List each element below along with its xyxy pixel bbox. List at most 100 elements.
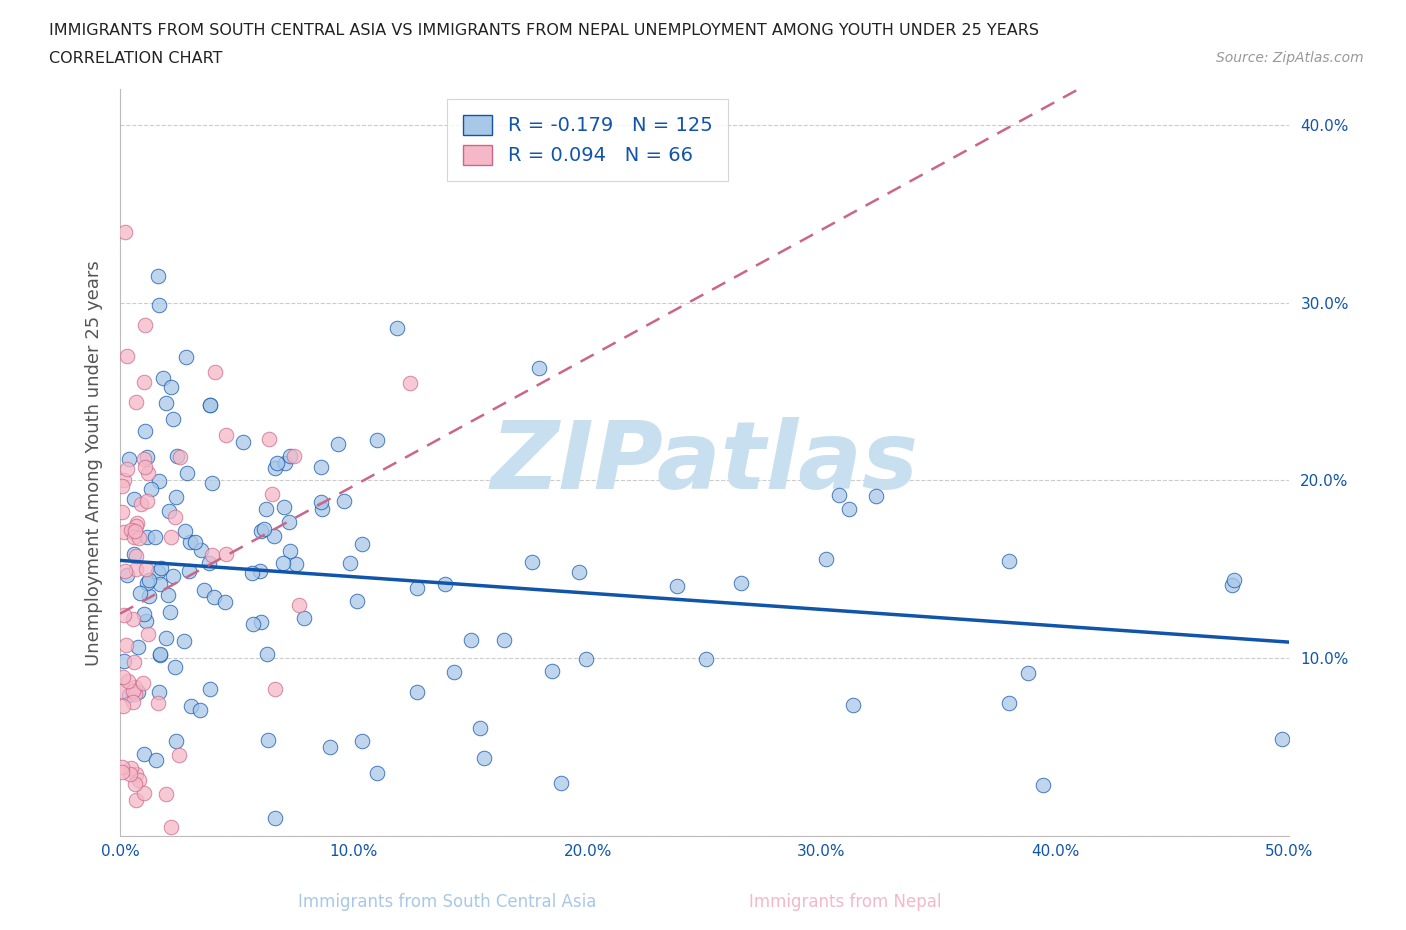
Point bbox=[568, 565, 591, 579]
Point bbox=[287, 597, 309, 612]
Point bbox=[120, 766, 142, 781]
Point bbox=[190, 543, 212, 558]
Point bbox=[157, 503, 180, 518]
Point bbox=[124, 524, 146, 538]
Point bbox=[842, 698, 865, 713]
Point bbox=[148, 473, 170, 488]
Point bbox=[366, 765, 388, 780]
Point bbox=[406, 684, 429, 699]
Point bbox=[122, 525, 145, 539]
Point bbox=[160, 819, 183, 834]
Point bbox=[155, 631, 177, 645]
Point bbox=[114, 224, 136, 239]
Point bbox=[215, 427, 238, 442]
Point bbox=[200, 475, 222, 490]
Point bbox=[264, 460, 287, 475]
Point bbox=[284, 556, 307, 571]
Point bbox=[117, 673, 139, 688]
Point bbox=[132, 747, 155, 762]
Point bbox=[264, 682, 287, 697]
Point bbox=[111, 504, 134, 519]
Point bbox=[283, 448, 305, 463]
Point bbox=[200, 397, 222, 412]
Point bbox=[250, 614, 273, 629]
Point bbox=[148, 577, 170, 591]
Legend: R = -0.179   N = 125, R = 0.094   N = 66: R = -0.179 N = 125, R = 0.094 N = 66 bbox=[447, 100, 728, 181]
Point bbox=[115, 461, 138, 476]
Point bbox=[149, 561, 172, 576]
Point bbox=[132, 786, 155, 801]
Point bbox=[311, 502, 333, 517]
Point bbox=[214, 595, 236, 610]
Point bbox=[177, 564, 200, 578]
Point bbox=[165, 659, 187, 674]
Point bbox=[350, 734, 373, 749]
Point bbox=[333, 494, 356, 509]
Point bbox=[204, 365, 226, 379]
Point bbox=[249, 524, 271, 538]
Point bbox=[550, 776, 572, 790]
Point bbox=[141, 482, 163, 497]
Point bbox=[146, 269, 169, 284]
Point bbox=[271, 555, 294, 570]
Point bbox=[278, 544, 301, 559]
Text: IMMIGRANTS FROM SOUTH CENTRAL ASIA VS IMMIGRANTS FROM NEPAL UNEMPLOYMENT AMONG Y: IMMIGRANTS FROM SOUTH CENTRAL ASIA VS IM… bbox=[49, 23, 1039, 38]
Point bbox=[527, 361, 550, 376]
Point bbox=[146, 696, 169, 711]
Point bbox=[125, 562, 148, 577]
Point bbox=[121, 684, 143, 698]
Point bbox=[165, 490, 187, 505]
Point bbox=[149, 648, 172, 663]
Point bbox=[1017, 666, 1039, 681]
Point bbox=[249, 564, 271, 578]
Point bbox=[814, 551, 837, 566]
Point bbox=[254, 502, 277, 517]
Point bbox=[135, 561, 157, 576]
Point bbox=[468, 721, 491, 736]
Point bbox=[253, 521, 276, 536]
Point bbox=[138, 465, 160, 480]
Point bbox=[112, 607, 135, 622]
Point bbox=[125, 767, 148, 782]
Point bbox=[111, 764, 134, 779]
Point bbox=[122, 546, 145, 561]
Point bbox=[242, 617, 264, 631]
Point bbox=[122, 492, 145, 507]
Point bbox=[111, 684, 134, 698]
Point bbox=[134, 317, 156, 332]
Point bbox=[273, 499, 295, 514]
Point bbox=[160, 379, 183, 394]
Point bbox=[827, 488, 849, 503]
Point bbox=[183, 535, 205, 550]
Point bbox=[257, 733, 280, 748]
Text: Immigrants from Nepal: Immigrants from Nepal bbox=[748, 894, 941, 911]
Point bbox=[443, 665, 465, 680]
Point bbox=[262, 486, 284, 501]
Point bbox=[132, 675, 155, 690]
Point bbox=[134, 459, 156, 474]
Point bbox=[162, 412, 184, 427]
Point bbox=[173, 524, 195, 538]
Point bbox=[366, 432, 388, 447]
Point bbox=[666, 579, 689, 594]
Point bbox=[274, 455, 297, 470]
Point bbox=[112, 473, 135, 488]
Point bbox=[122, 695, 145, 710]
Point bbox=[399, 375, 422, 390]
Point bbox=[135, 614, 157, 629]
Point bbox=[127, 685, 149, 700]
Point bbox=[202, 590, 225, 604]
Point bbox=[120, 760, 142, 775]
Point bbox=[124, 686, 146, 701]
Point bbox=[385, 321, 408, 336]
Point bbox=[1223, 573, 1246, 588]
Point bbox=[259, 432, 281, 446]
Point bbox=[115, 567, 138, 582]
Point bbox=[146, 565, 169, 579]
Y-axis label: Unemployment Among Youth under 25 years: Unemployment Among Youth under 25 years bbox=[86, 259, 103, 666]
Point bbox=[159, 604, 181, 619]
Point bbox=[460, 632, 482, 647]
Point bbox=[278, 449, 301, 464]
Point bbox=[215, 547, 238, 562]
Point bbox=[111, 479, 134, 494]
